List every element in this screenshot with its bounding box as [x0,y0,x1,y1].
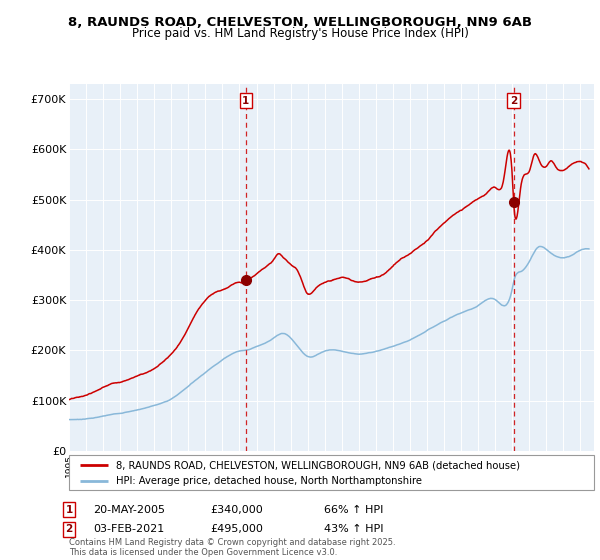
Text: HPI: Average price, detached house, North Northamptonshire: HPI: Average price, detached house, Nort… [116,477,422,486]
Text: Price paid vs. HM Land Registry's House Price Index (HPI): Price paid vs. HM Land Registry's House … [131,27,469,40]
Text: 66% ↑ HPI: 66% ↑ HPI [324,505,383,515]
Text: 20-MAY-2005: 20-MAY-2005 [93,505,165,515]
Text: 2: 2 [510,96,517,105]
FancyBboxPatch shape [69,455,594,490]
Text: 03-FEB-2021: 03-FEB-2021 [93,524,164,534]
Text: £340,000: £340,000 [210,505,263,515]
Text: 43% ↑ HPI: 43% ↑ HPI [324,524,383,534]
Text: 2: 2 [65,524,73,534]
Text: Contains HM Land Registry data © Crown copyright and database right 2025.
This d: Contains HM Land Registry data © Crown c… [69,538,395,557]
Text: 8, RAUNDS ROAD, CHELVESTON, WELLINGBOROUGH, NN9 6AB: 8, RAUNDS ROAD, CHELVESTON, WELLINGBOROU… [68,16,532,29]
Text: £495,000: £495,000 [210,524,263,534]
Text: 8, RAUNDS ROAD, CHELVESTON, WELLINGBOROUGH, NN9 6AB (detached house): 8, RAUNDS ROAD, CHELVESTON, WELLINGBOROU… [116,460,520,470]
Text: 1: 1 [242,96,250,105]
Text: 1: 1 [65,505,73,515]
